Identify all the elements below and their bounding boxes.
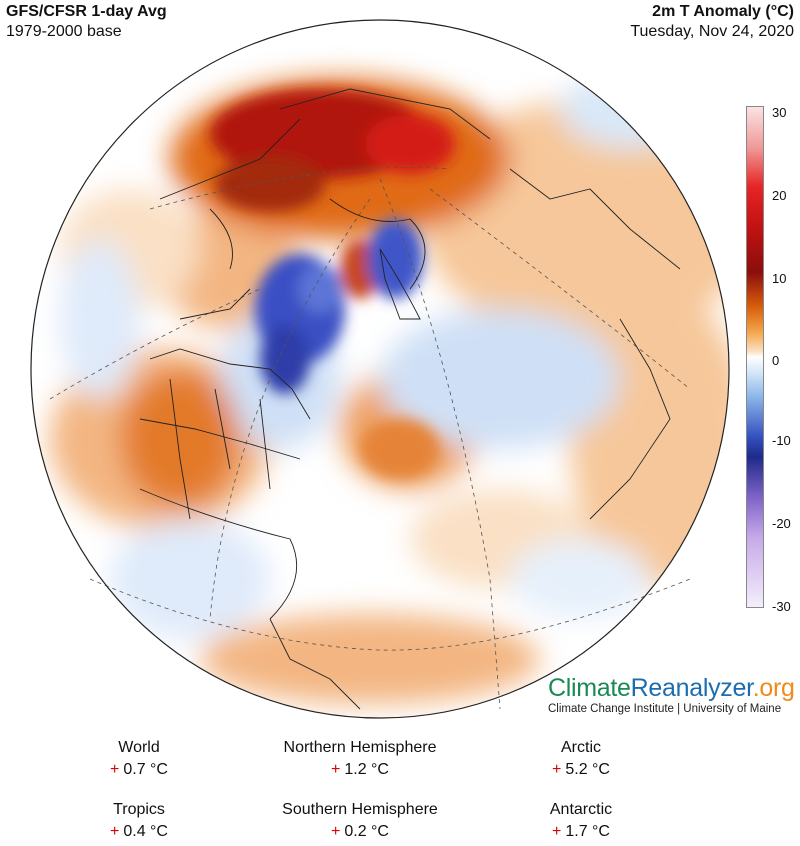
stat-arctic: Arctic +5.2 °C bbox=[461, 737, 701, 781]
stat-sign: + bbox=[110, 761, 120, 778]
stat-northern-hemisphere: Northern Hemisphere +1.2 °C bbox=[240, 737, 480, 781]
stat-value: 5.2 °C bbox=[565, 761, 610, 778]
globe-svg bbox=[30, 19, 730, 719]
borders bbox=[139, 88, 681, 710]
stat-label: Southern Hemisphere bbox=[282, 801, 438, 818]
brand-part-org: .org bbox=[752, 674, 795, 702]
anomaly-field bbox=[31, 20, 729, 718]
stat-value: 1.7 °C bbox=[565, 823, 610, 840]
variable-title: 2m T Anomaly (°C) bbox=[652, 3, 794, 20]
colorbar-tick: -30 bbox=[772, 599, 791, 614]
stat-value: 0.4 °C bbox=[123, 823, 168, 840]
stat-label: Tropics bbox=[113, 801, 165, 818]
colorbar-tick: 20 bbox=[772, 188, 787, 203]
stat-label: Northern Hemisphere bbox=[283, 739, 437, 756]
stat-southern-hemisphere: Southern Hemisphere +0.2 °C bbox=[240, 799, 480, 843]
brand-part-climate: Climate bbox=[548, 674, 631, 702]
globe-map bbox=[30, 19, 730, 719]
brand-part-reanalyzer: Reanalyzer bbox=[630, 674, 753, 702]
stat-world: World +0.7 °C bbox=[19, 737, 259, 781]
stat-tropics: Tropics +0.4 °C bbox=[19, 799, 259, 843]
stat-label: World bbox=[118, 739, 160, 756]
colorbar bbox=[746, 106, 764, 608]
colorbar-tick: 30 bbox=[772, 105, 787, 120]
stat-antarctic: Antarctic +1.7 °C bbox=[461, 799, 701, 843]
stat-sign: + bbox=[331, 823, 341, 840]
stat-label: Arctic bbox=[561, 739, 601, 756]
stat-sign: + bbox=[552, 823, 562, 840]
colorbar-tick: 0 bbox=[772, 353, 780, 368]
stat-sign: + bbox=[110, 823, 120, 840]
stat-sign: + bbox=[331, 761, 341, 778]
stat-value: 0.2 °C bbox=[344, 823, 389, 840]
colorbar-tick: -10 bbox=[772, 433, 791, 448]
brand-subtitle: Climate Change Institute | University of… bbox=[548, 703, 782, 715]
brand-logo[interactable]: ClimateReanalyzer.org bbox=[548, 674, 795, 703]
globe-outline bbox=[30, 19, 730, 719]
stat-value: 1.2 °C bbox=[344, 761, 389, 778]
stat-sign: + bbox=[552, 761, 562, 778]
stat-value: 0.7 °C bbox=[123, 761, 168, 778]
colorbar-tick: 10 bbox=[772, 271, 787, 286]
stat-label: Antarctic bbox=[549, 801, 613, 818]
map-title: GFS/CFSR 1-day Avg bbox=[6, 3, 167, 20]
map-date: Tuesday, Nov 24, 2020 bbox=[630, 23, 794, 40]
baseline-period: 1979-2000 base bbox=[6, 23, 122, 40]
colorbar-tick: -20 bbox=[772, 516, 791, 531]
graticule bbox=[49, 166, 691, 710]
